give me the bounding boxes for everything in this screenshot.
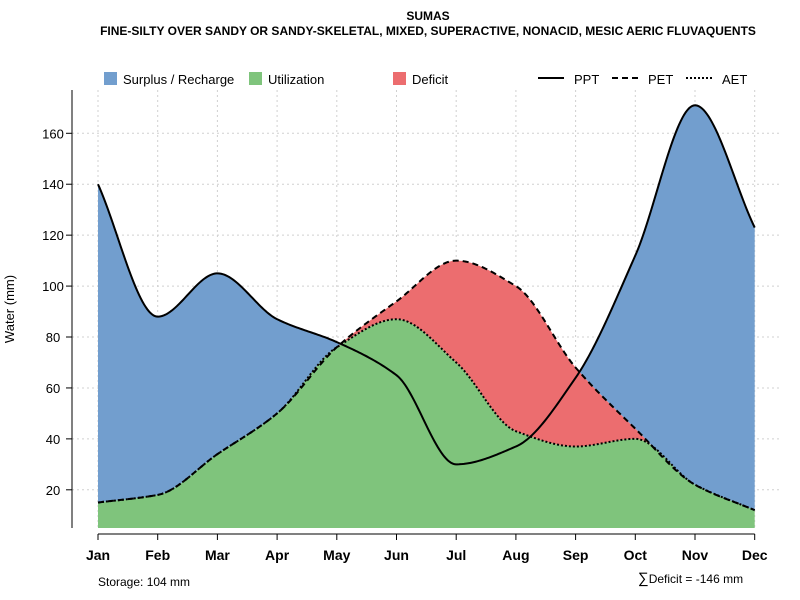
y-axis-label: Water (mm) (2, 275, 17, 343)
legend-swatch (104, 72, 117, 85)
legend-swatch (249, 72, 262, 85)
y-axis: 20 40 60 80 100 120 140 160 Water (mm) (2, 90, 73, 528)
x-tick-label: Nov (682, 547, 709, 563)
deficit-area (98, 260, 755, 511)
y-tick-label: 60 (46, 381, 60, 396)
x-tick-label: Apr (265, 547, 290, 563)
x-tick-label: Aug (502, 547, 529, 563)
x-tick-label: Sep (563, 547, 589, 563)
y-tick-label: 100 (42, 279, 64, 294)
y-tick-label: 140 (42, 177, 64, 192)
sigma-symbol: ∑ (638, 570, 649, 587)
series-lines (97, 104, 756, 512)
x-tick-label: May (323, 547, 350, 563)
x-tick-label: Feb (145, 547, 170, 563)
deficit-annotation: ∑Deficit = -146 mm (638, 570, 743, 587)
legend-label: PPT (574, 72, 599, 87)
y-tick-label: 40 (46, 432, 60, 447)
pet-line (97, 259, 756, 512)
legend-label: PET (648, 72, 673, 87)
legend-label: AET (722, 72, 747, 87)
surplus-recharge-area (98, 105, 755, 511)
y-tick-label: 20 (46, 483, 60, 498)
legend-swatch (393, 72, 406, 85)
y-tick-label: 80 (46, 330, 60, 345)
chart-subtitle: FINE-SILTY OVER SANDY OR SANDY-SKELETAL,… (100, 24, 756, 38)
legend: Surplus / Recharge Utilization Deficit PPT P… (104, 72, 747, 87)
ppt-line (97, 104, 756, 466)
x-tick-label: Mar (205, 547, 230, 563)
x-tick-label: Oct (624, 547, 648, 563)
y-tick-label: 120 (42, 228, 64, 243)
x-axis: Jan Feb Mar Apr May Jun Jul Aug Sep Oct Nov Dec (86, 533, 768, 563)
deficit-text: Deficit = -146 mm (648, 572, 744, 586)
legend-label: Surplus / Recharge (123, 72, 234, 87)
legend-label: Utilization (268, 72, 324, 87)
storage-annotation: Storage: 104 mm (98, 575, 191, 589)
x-tick-label: Jan (86, 547, 110, 563)
legend-label: Deficit (412, 72, 449, 87)
x-tick-label: Jul (446, 547, 466, 563)
x-tick-label: Dec (742, 547, 768, 563)
y-tick-label: 160 (42, 126, 64, 141)
chart-title: SUMAS (406, 9, 450, 23)
x-tick-label: Jun (384, 547, 409, 563)
area-fills (98, 105, 755, 528)
